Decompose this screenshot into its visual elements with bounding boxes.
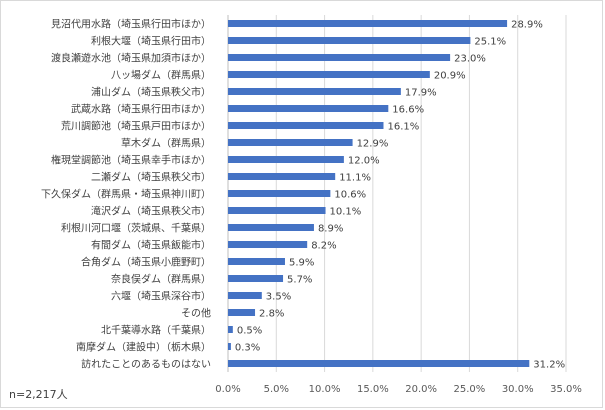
x-tick-label: 35.0% (550, 384, 582, 395)
x-tick-label: 0.0% (215, 384, 240, 395)
category-label: 浦山ダム（埼玉県秩父市） (91, 86, 211, 99)
data-label: 11.1% (339, 173, 371, 184)
category-label: 草木ダム（群馬県） (121, 137, 211, 150)
bar (228, 37, 471, 44)
category-label: その他 (181, 307, 211, 320)
category-label: 渡良瀬遊水池（埼玉県加須市ほか） (51, 52, 211, 65)
bar (228, 326, 233, 333)
x-tick-label: 25.0% (454, 384, 486, 395)
bar (228, 207, 326, 214)
data-label: 8.9% (318, 224, 343, 235)
bar (228, 258, 285, 265)
data-label: 16.1% (387, 122, 419, 133)
data-label: 23.0% (454, 54, 486, 65)
data-label: 31.2% (533, 360, 565, 371)
data-label: 2.8% (259, 309, 284, 320)
bar (228, 105, 389, 112)
data-label: 3.5% (266, 292, 291, 303)
data-label: 10.6% (334, 190, 366, 201)
category-label: 下久保ダム（群馬県・埼玉県神川町） (41, 188, 211, 201)
data-label: 5.7% (287, 275, 312, 286)
category-label: 二瀬ダム（埼玉県秩父市） (91, 171, 211, 184)
data-label: 25.1% (474, 37, 506, 48)
data-label: 16.6% (392, 105, 424, 116)
data-label: 17.9% (405, 88, 437, 99)
data-label: 0.5% (237, 326, 262, 337)
data-label: 12.9% (357, 139, 389, 150)
bar (228, 343, 231, 350)
bar (228, 360, 530, 367)
category-label: 利根川河口堰（茨城県、千葉県） (61, 222, 211, 235)
bar (228, 309, 256, 316)
bar (228, 241, 308, 248)
data-label: 20.9% (434, 71, 466, 82)
bar (228, 139, 353, 146)
category-label: 南摩ダム（建設中）（栃木県） (76, 341, 211, 354)
bar (228, 20, 508, 27)
x-tick-label: 5.0% (264, 384, 289, 395)
category-label: 訪れたことのあるものはない (81, 358, 211, 371)
category-label: 有間ダム（埼玉県飯能市） (91, 239, 211, 252)
category-label: 利根大堰（埼玉県行田市） (91, 35, 211, 48)
data-label: 8.2% (311, 241, 336, 252)
bar (228, 224, 314, 231)
data-label: 5.9% (289, 258, 314, 269)
sample-size-note: n=2,217人 (9, 388, 68, 401)
x-tick-label: 30.0% (502, 384, 534, 395)
bar (228, 122, 384, 129)
bar (228, 88, 401, 95)
category-label: 権現堂調節池（埼玉県幸手市ほか） (51, 154, 211, 167)
bar (228, 275, 284, 282)
category-label: 八ッ場ダム（群馬県） (111, 69, 211, 82)
category-label: 見沼代用水路（埼玉県行田市ほか） (51, 18, 211, 31)
bar (228, 71, 430, 78)
category-label: 北千葉導水路（千葉県） (101, 324, 211, 337)
data-label: 0.3% (235, 343, 260, 354)
category-label: 六堰（埼玉県深谷市） (111, 290, 211, 303)
category-label: 荒川調節池（埼玉県戸田市ほか） (61, 120, 211, 133)
data-label: 28.9% (511, 20, 543, 31)
x-tick-label: 10.0% (309, 384, 341, 395)
bar (228, 292, 262, 299)
data-label: 12.0% (348, 156, 380, 167)
bar (228, 173, 336, 180)
category-label: 武蔵水路（埼玉県行田市ほか） (71, 103, 211, 116)
bar (228, 190, 331, 197)
category-label: 合角ダム（埼玉県小鹿野町） (81, 256, 211, 269)
bar (228, 54, 451, 61)
bar (228, 156, 344, 163)
data-label: 10.1% (330, 207, 362, 218)
category-label: 滝沢ダム（埼玉県秩父市） (91, 205, 211, 218)
category-label: 奈良俣ダム（群馬県） (111, 273, 211, 286)
x-tick-label: 20.0% (405, 384, 437, 395)
x-tick-label: 15.0% (357, 384, 389, 395)
